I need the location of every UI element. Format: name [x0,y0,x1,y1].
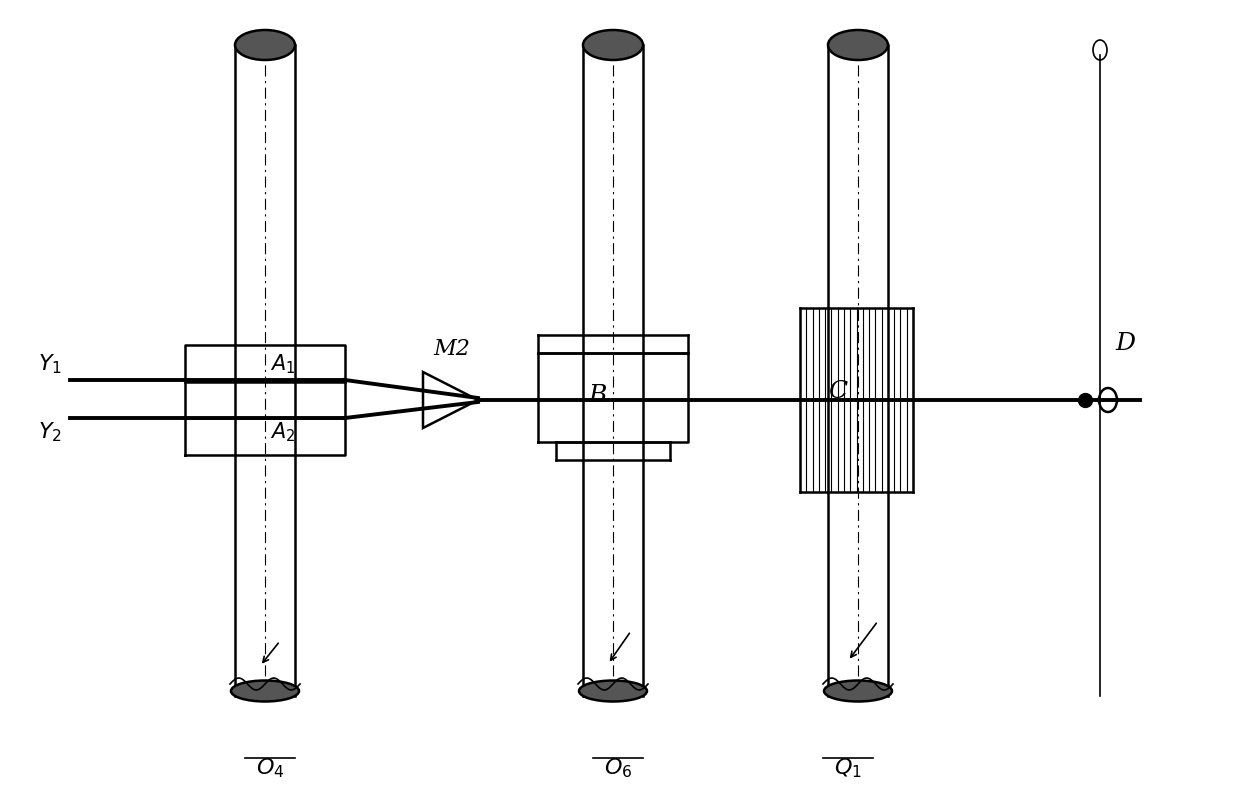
Ellipse shape [236,30,295,60]
Text: $A_1$: $A_1$ [270,353,295,376]
Text: $Q_1$: $Q_1$ [835,756,862,779]
Ellipse shape [231,680,299,702]
Ellipse shape [825,680,892,702]
Text: M2: M2 [433,338,470,360]
Text: D: D [1115,332,1135,355]
Text: $O_4$: $O_4$ [255,756,284,779]
Text: $Y_2$: $Y_2$ [38,420,62,444]
Text: $O_6$: $O_6$ [604,756,632,779]
Text: B: B [589,384,608,406]
Ellipse shape [828,30,888,60]
Text: $Y_1$: $Y_1$ [38,353,62,376]
Ellipse shape [579,680,647,702]
Text: $A_2$: $A_2$ [270,420,295,444]
Ellipse shape [583,30,644,60]
Text: C: C [828,380,848,404]
